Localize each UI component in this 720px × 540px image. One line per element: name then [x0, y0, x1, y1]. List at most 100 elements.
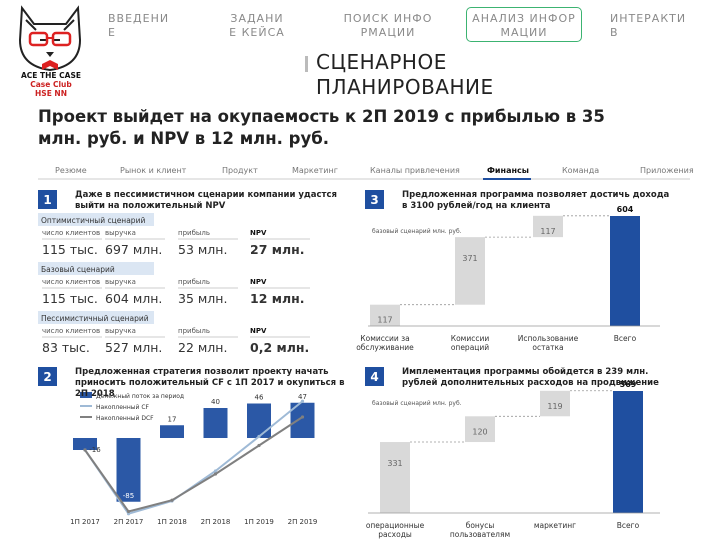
line-point [257, 443, 261, 448]
x-tick-label: 1П 2017 [70, 518, 100, 526]
line-point [126, 509, 131, 514]
line-point [213, 469, 218, 473]
cash-flow-bar [203, 408, 228, 438]
logo-cat [18, 5, 82, 72]
bar-value-label: 117 [377, 316, 392, 325]
panel-title: Предложенная программа позволяет достичь… [402, 190, 670, 211]
column-header: NPV [250, 229, 267, 237]
bar-value-label: 40 [211, 398, 220, 406]
panel-number-box [38, 367, 57, 386]
section-title: СЦЕНАРНОЕ ПЛАНИРОВАНИЕ [316, 50, 494, 99]
bar-value-label: 120 [472, 427, 487, 436]
line-point [126, 512, 131, 516]
category-label: Комиссии операций [450, 334, 490, 352]
line-point [257, 434, 261, 439]
bar-value-label: 17 [168, 415, 177, 423]
category-label: операционные расходы [365, 521, 425, 539]
waterfall-bar [533, 215, 563, 238]
panel-number-box [365, 190, 384, 209]
x-tick-label: 2П 2018 [201, 518, 231, 526]
tab[interactable]: Приложения [640, 166, 694, 175]
bar-value-label: 371 [462, 254, 477, 263]
tab[interactable]: Маркетинг [292, 166, 338, 175]
column-header: прибыль [178, 327, 210, 335]
headline: Проект выйдет на окупаемость к 2П 2019 с… [38, 107, 605, 148]
scenario-value: 22 млн. [178, 340, 227, 355]
scenario-value: 115 тыс. [42, 291, 98, 306]
tab[interactable]: Продукт [222, 166, 258, 175]
category-label: Использование остатка [517, 334, 579, 352]
category-label: бонусы пользователям [449, 521, 511, 539]
scenario-value: 53 млн. [178, 242, 227, 257]
legend-swatch [80, 392, 92, 398]
nav-item[interactable]: ВВЕДЕНИЕ [108, 12, 170, 39]
x-tick-label: 2П 2019 [288, 518, 318, 526]
bar-value-label: 117 [540, 227, 555, 236]
scenario-value: 115 тыс. [42, 242, 98, 257]
column-header: прибыль [178, 278, 210, 286]
panel-number-box [365, 367, 384, 386]
category-label: маркетинг [533, 521, 577, 530]
panel-number-box [38, 190, 57, 209]
nav-item[interactable]: ИНТЕРАКТИВ [610, 12, 687, 39]
column-header: выручка [105, 229, 136, 237]
legend-label: Денежный поток за период [96, 393, 184, 400]
title-bar [305, 56, 308, 72]
bar-value-label: 569 [620, 380, 637, 389]
logo-line: HSE NN [35, 89, 67, 98]
panel-number: 2 [43, 370, 51, 384]
tab[interactable]: Команда [562, 166, 599, 175]
x-tick-label: 2П 2017 [114, 518, 144, 526]
cash-flow-bar [73, 438, 97, 450]
category-label: Всего [613, 334, 637, 343]
bar-value-label: 604 [617, 205, 634, 214]
line-point [300, 399, 305, 403]
logo-line: Case Club [30, 80, 72, 89]
bar-value-label: 46 [255, 394, 264, 402]
x-tick-label: 1П 2018 [157, 518, 187, 526]
panel-title: Имплементация программы обойдется в 239 … [402, 367, 659, 388]
column-header: выручка [105, 278, 136, 286]
column-header: число клиентов [42, 327, 100, 335]
legend-label: Накопленный DCF [96, 415, 154, 422]
nav-active-box [466, 7, 582, 42]
scenario-value: 604 млн. [105, 291, 162, 306]
bar-value-label: 331 [387, 459, 402, 468]
column-header: прибыль [178, 229, 210, 237]
tab-underline [483, 178, 531, 180]
bar-value-label: -85 [123, 492, 134, 500]
nav-item[interactable]: ЗАДАНИЕ КЕЙСА [229, 12, 285, 39]
cash-flow-bar [160, 425, 184, 438]
total-bar [613, 391, 643, 513]
line-point [300, 415, 305, 419]
waterfall-bar [465, 416, 495, 443]
scenario-value: 527 млн. [105, 340, 162, 355]
legend-label: Накопленный CF [96, 404, 150, 411]
line-point [83, 448, 87, 452]
tab[interactable]: Каналы привлечения [370, 166, 460, 175]
scenario-label-box [38, 262, 154, 275]
scenario-value: 83 тыс. [42, 340, 90, 355]
cumulative-line [84, 416, 304, 513]
panel-number: 4 [370, 370, 378, 384]
scenario-name: Пессимистичный сценарий [41, 314, 149, 323]
column-header: NPV [250, 327, 267, 335]
column-header: число клиентов [42, 278, 100, 286]
column-header: число клиентов [42, 229, 100, 237]
tab[interactable]: Финансы [487, 166, 529, 175]
nav-item[interactable]: ПОИСК ИНФОРМАЦИИ [343, 12, 433, 39]
bar-value-label: 119 [547, 402, 562, 411]
cash-flow-bar [116, 438, 141, 502]
nav-item[interactable]: АНАЛИЗ ИНФОРМАЦИИ [472, 12, 576, 39]
panel-title: Предложенная стратегия позволит проекту … [75, 367, 345, 399]
scenario-value: 0,2 млн. [250, 340, 309, 355]
waterfall-bar [540, 390, 570, 417]
category-label: Всего [616, 521, 640, 530]
logo-text: ACE THE CASE Case Club HSE NN [10, 71, 92, 98]
tab[interactable]: Резюме [55, 166, 87, 175]
scenario-value: 27 млн. [250, 242, 305, 257]
scenario-label-box [38, 213, 154, 226]
axis-label: базовый сценарий млн. руб. [372, 400, 462, 407]
tab[interactable]: Рынок и клиент [120, 166, 187, 175]
